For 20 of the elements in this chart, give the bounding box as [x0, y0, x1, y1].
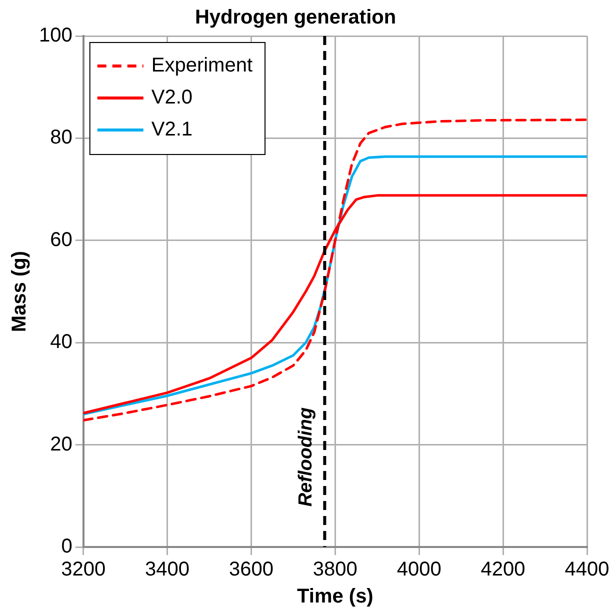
chart-title: Hydrogen generation — [194, 6, 396, 29]
x-axis-title: Time (s) — [297, 586, 374, 608]
y-tick-label: 100 — [38, 24, 72, 47]
y-tick-label: 60 — [50, 228, 72, 251]
x-tick-label: 3200 — [61, 558, 106, 581]
y-tick-label: 0 — [61, 536, 72, 558]
y-tick-label: 40 — [50, 331, 72, 354]
x-tick-label: 4400 — [564, 558, 610, 581]
y-tick-label: 20 — [50, 433, 72, 456]
legend-label: V2.1 — [151, 118, 193, 141]
ref-line-label: Reflooding — [295, 407, 316, 507]
x-tick-label: 4200 — [480, 558, 526, 581]
x-tick-label: 3800 — [312, 558, 358, 581]
legend-label: Experiment — [151, 54, 253, 77]
y-tick-label: 80 — [50, 126, 72, 149]
y-axis-title: Mass (g) — [8, 250, 31, 332]
x-tick-label: 3600 — [228, 558, 274, 581]
x-tick-label: 3400 — [145, 558, 190, 581]
x-tick-label: 4000 — [396, 558, 442, 581]
legend-label: V2.0 — [151, 86, 193, 109]
